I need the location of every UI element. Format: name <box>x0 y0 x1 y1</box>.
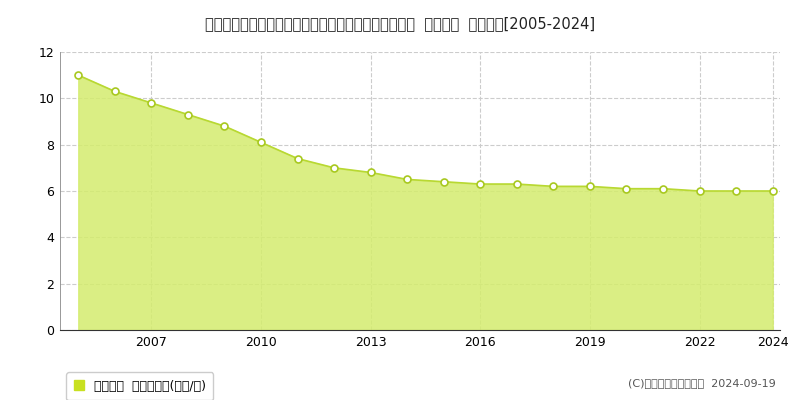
Legend: 基準地価  平均坪単価(万円/坪): 基準地価 平均坪単価(万円/坪) <box>66 372 214 400</box>
Text: (C)土地価格ドットコム  2024-09-19: (C)土地価格ドットコム 2024-09-19 <box>628 378 776 388</box>
Text: 鳥取県東伯郡湯梨浜町大字田後字大工給６００番３外  基準地価  地価推移[2005-2024]: 鳥取県東伯郡湯梨浜町大字田後字大工給６００番３外 基準地価 地価推移[2005-… <box>205 16 595 31</box>
